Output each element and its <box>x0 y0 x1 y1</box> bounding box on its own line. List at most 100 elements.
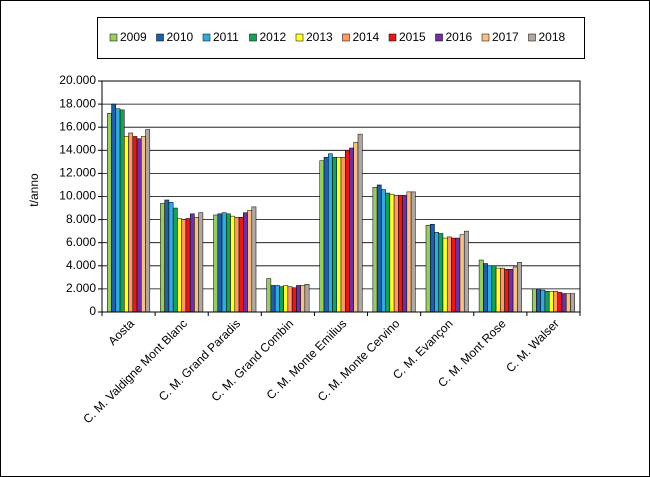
y-tick-label: 0 <box>89 304 96 318</box>
bar <box>381 189 386 313</box>
bar <box>425 225 431 313</box>
bar <box>164 199 170 313</box>
legend-label: 2011 <box>213 30 239 44</box>
bar <box>304 284 310 313</box>
bar <box>561 293 567 313</box>
y-tick-label: 20.000 <box>59 73 96 87</box>
legend-label: 2015 <box>399 30 426 44</box>
bar <box>136 138 142 313</box>
bar <box>487 265 493 313</box>
bar <box>238 217 244 313</box>
bar <box>119 109 125 313</box>
legend-box <box>97 17 585 59</box>
bar <box>270 285 276 313</box>
bar <box>544 290 550 313</box>
bar <box>336 156 342 313</box>
legend-swatch <box>388 33 397 42</box>
bar <box>296 285 301 313</box>
legend-swatch <box>481 33 490 42</box>
bar <box>274 285 280 313</box>
bar <box>495 267 501 313</box>
bar <box>181 219 187 313</box>
bar <box>463 230 469 313</box>
bar <box>536 288 541 313</box>
bar <box>451 237 456 313</box>
bar <box>124 136 129 313</box>
bar <box>328 153 333 313</box>
legend-swatch <box>295 33 304 42</box>
bar <box>483 263 488 313</box>
bar <box>198 212 204 313</box>
bar <box>353 141 359 313</box>
legend-label: 2012 <box>260 30 287 44</box>
bar <box>478 259 484 313</box>
y-tick-label: 4.000 <box>66 258 96 272</box>
bar <box>565 293 571 313</box>
legend-label: 2018 <box>539 30 566 44</box>
bar <box>168 202 174 313</box>
legend-swatch <box>528 33 536 42</box>
bar <box>111 103 117 313</box>
bar <box>385 192 391 313</box>
bar <box>517 262 522 313</box>
bar <box>406 191 412 313</box>
bar <box>357 133 363 313</box>
bar <box>283 285 289 313</box>
bar <box>177 218 182 313</box>
bar <box>398 195 403 313</box>
y-tick-label: 14.000 <box>59 142 96 156</box>
bar <box>243 212 248 313</box>
bar <box>141 136 146 313</box>
y-axis-label: t/anno <box>27 173 41 207</box>
bar <box>459 234 465 313</box>
bar <box>344 150 350 313</box>
bar <box>145 129 151 313</box>
legend-swatch <box>156 33 164 42</box>
legend-swatch <box>435 33 443 42</box>
bar <box>512 266 518 313</box>
bar <box>340 156 346 313</box>
bar <box>287 286 293 313</box>
bar <box>438 233 444 313</box>
bar <box>217 213 223 313</box>
legend-label: 2010 <box>167 30 194 44</box>
bar <box>434 232 439 313</box>
bar <box>172 207 178 313</box>
bar <box>221 212 227 313</box>
bar <box>553 290 558 313</box>
bar <box>107 113 112 313</box>
legend-swatch <box>342 33 350 42</box>
y-tick-label: 8.000 <box>66 212 96 226</box>
bar <box>185 218 191 313</box>
bar <box>372 187 378 313</box>
bar <box>291 287 297 313</box>
bar <box>226 213 231 313</box>
bar <box>442 237 448 313</box>
bar <box>508 269 514 313</box>
bar <box>300 285 306 313</box>
legend-swatch <box>249 33 257 42</box>
plot-border <box>101 80 581 313</box>
bar <box>376 184 382 313</box>
bar <box>402 195 408 313</box>
bar <box>531 288 537 313</box>
bar <box>319 160 325 313</box>
bar <box>557 292 563 313</box>
bar <box>323 156 329 313</box>
bar <box>500 267 505 313</box>
legend-label: 2014 <box>353 30 380 44</box>
bar <box>332 156 338 313</box>
legend-label: 2017 <box>492 30 519 44</box>
bar <box>230 215 236 313</box>
legend-label: 2013 <box>306 30 333 44</box>
legend-swatch <box>109 33 118 42</box>
bar <box>247 210 253 313</box>
bar <box>115 108 121 313</box>
bar <box>160 203 165 313</box>
y-tick-label: 2.000 <box>66 281 96 295</box>
bar <box>548 290 554 313</box>
bar <box>540 289 546 313</box>
y-tick-label: 18.000 <box>59 96 96 110</box>
y-tick-label: 6.000 <box>66 235 96 249</box>
